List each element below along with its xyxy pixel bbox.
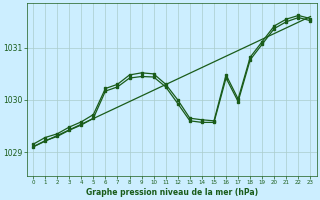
X-axis label: Graphe pression niveau de la mer (hPa): Graphe pression niveau de la mer (hPa) <box>86 188 258 197</box>
